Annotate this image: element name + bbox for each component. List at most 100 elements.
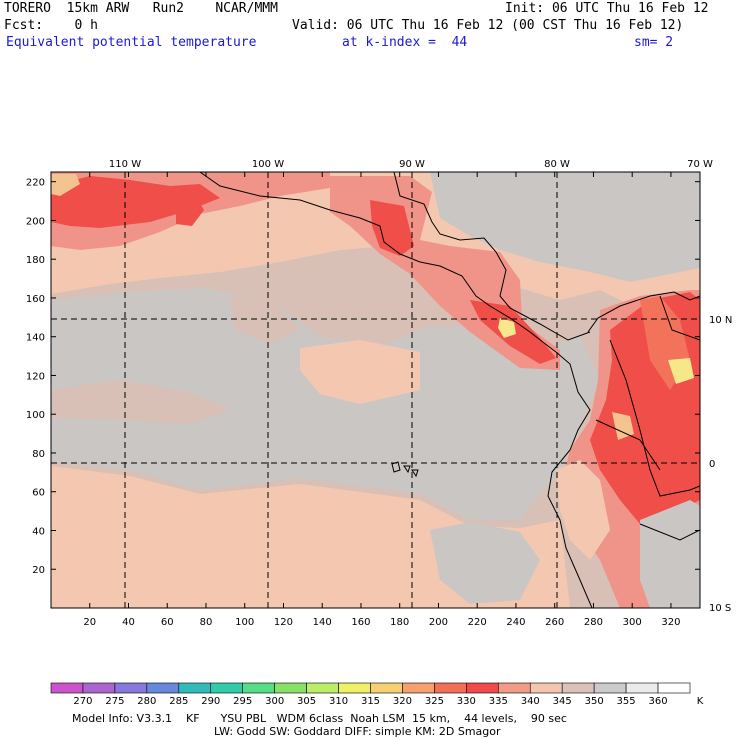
colorbar-swatch — [338, 682, 371, 694]
y-tick-labels: 20 40 60 80 100 120 140 160 180 200 220 — [26, 178, 45, 577]
colorbar-swatch — [497, 682, 531, 694]
mauve-region-2 — [230, 296, 300, 344]
x-tick-label: 200 — [429, 617, 448, 628]
level-info: at k-index = 44 — [342, 35, 468, 50]
mid-ocean-peach — [300, 340, 420, 404]
forecast-hour: Fcst: 0 h — [4, 18, 98, 33]
colorbar-label: 330 — [457, 696, 476, 707]
valid-time: Valid: 06 UTC Thu 16 Feb 12 (00 CST Thu … — [292, 18, 684, 33]
colorbar-label: 355 — [617, 696, 636, 707]
south-grey-blob — [430, 522, 540, 604]
init-time: Init: 06 UTC Thu 16 Feb 12 — [505, 1, 709, 16]
colorbar-swatch — [370, 682, 403, 694]
pacific-orange-corner — [51, 174, 80, 196]
colorbar-swatch — [593, 682, 627, 694]
y-tick-label: 100 — [26, 410, 45, 421]
lat-label-10s: 10 S — [709, 603, 731, 614]
y-tick-label: 200 — [26, 216, 45, 227]
x-tick-label: 40 — [122, 617, 135, 628]
central-america-red — [370, 200, 414, 256]
border-3 — [639, 523, 700, 541]
lon-label-100w: 100 W — [252, 159, 284, 170]
sa-pacific-coast — [547, 351, 593, 608]
colorbar-swatch — [274, 682, 307, 694]
lon-label-90w: 90 W — [399, 159, 425, 170]
colorbar-label: 325 — [425, 696, 444, 707]
colorbar-label: 270 — [73, 696, 92, 707]
colorbar-label: 290 — [201, 696, 220, 707]
model-title: TORERO 15km ARW Run2 NCAR/MMM — [4, 1, 278, 16]
pacific-grey-region — [51, 288, 600, 520]
coastlines — [199, 172, 700, 608]
colorbar-swatch — [146, 682, 180, 694]
colorbar-swatch — [178, 682, 212, 694]
border-1 — [609, 339, 700, 497]
lon-label-80w: 80 W — [544, 159, 570, 170]
costa-rica-yellow — [498, 318, 516, 338]
north-pacific-red — [51, 176, 220, 228]
border-2 — [595, 419, 661, 471]
colorbar-label: 320 — [393, 696, 412, 707]
colorbar-swatch — [561, 682, 595, 694]
lat-label-0: 0 — [709, 459, 715, 470]
colorbar-label: 350 — [585, 696, 604, 707]
colorbar-label: 280 — [137, 696, 156, 707]
field-name: Equivalent potential temperature — [6, 35, 257, 50]
colorbar-label: 345 — [553, 696, 572, 707]
lon-label-110w: 110 W — [109, 159, 141, 170]
border-4 — [659, 295, 700, 341]
colorbar-label: 360 — [649, 696, 668, 707]
model-info-line2: LW: Godd SW: Goddard DIFF: simple KM: 2D… — [214, 725, 501, 738]
y-tick-label: 120 — [26, 371, 45, 382]
colorbar-label: 340 — [521, 696, 540, 707]
colorbar-label: 315 — [361, 696, 380, 707]
colorbar-swatch — [114, 682, 148, 694]
colombia-coast — [587, 291, 700, 333]
amazon-grey — [640, 500, 700, 608]
colorbar-label: 275 — [105, 696, 124, 707]
colorbar-label: 335 — [489, 696, 508, 707]
lat-label-10n: 10 N — [709, 315, 732, 326]
colorbar-label: 295 — [233, 696, 252, 707]
y-tick-label: 20 — [32, 565, 45, 576]
ecuador-peach — [556, 460, 610, 560]
y-tick-label: 180 — [26, 255, 45, 266]
y-tick-label: 160 — [26, 294, 45, 305]
axis-ticks — [51, 172, 700, 608]
colorbar-label: 310 — [329, 696, 348, 707]
x-tick-label: 280 — [584, 617, 603, 628]
colorbar-swatch — [402, 682, 435, 694]
colorbar-swatch — [466, 682, 499, 694]
pacific-red-blob — [176, 196, 204, 226]
colorbar-swatch — [50, 682, 84, 694]
x-tick-label: 120 — [274, 617, 293, 628]
x-tick-label: 80 — [200, 617, 213, 628]
colorbar-label: 300 — [265, 696, 284, 707]
y-tick-label: 80 — [32, 449, 45, 460]
model-info-line1: Model Info: V3.3.1 KF YSU PBL WDM 6class… — [72, 712, 567, 725]
colorbar-unit: K — [697, 696, 704, 707]
x-tick-label: 260 — [545, 617, 564, 628]
colorbar-swatch — [306, 682, 339, 694]
colorbar-swatch — [625, 682, 659, 694]
x-tick-label: 20 — [83, 617, 96, 628]
x-tick-label: 60 — [161, 617, 174, 628]
colorbar-swatch — [242, 682, 275, 694]
mexico-coast — [199, 172, 557, 353]
x-tick-label: 300 — [623, 617, 642, 628]
lon-label-70w: 70 W — [687, 159, 713, 170]
colorbar: 270 275 280 285 290 295 300 305 310 315 320 325 330 3… — [50, 682, 691, 707]
andes-peach — [612, 412, 634, 440]
plot-frame — [50, 171, 701, 609]
gulf-coast — [393, 172, 591, 341]
x-tick-labels: 20 40 60 80 100 120 140 160 180 200 220 240 260 280 30… — [83, 617, 680, 628]
colorbar-swatch — [529, 682, 563, 694]
caribbean-grey-region — [430, 172, 700, 282]
latlon-grid — [51, 172, 700, 608]
theta-e-field — [51, 172, 700, 608]
x-tick-label: 140 — [313, 617, 332, 628]
x-tick-label: 180 — [390, 617, 409, 628]
colorbar-label: 285 — [169, 696, 188, 707]
venezuela-yellow — [668, 358, 694, 384]
